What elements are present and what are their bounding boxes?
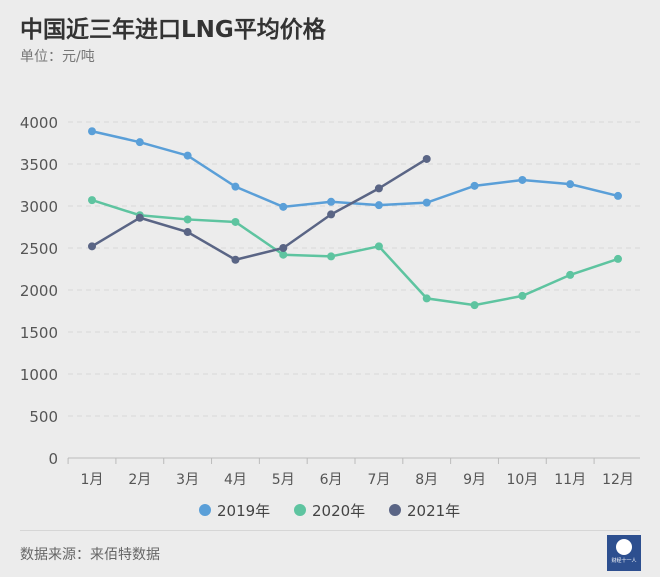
x-tick-label: 9月	[463, 472, 486, 488]
series-line-2020年	[91, 198, 619, 307]
x-tick-label: 3月	[176, 472, 199, 488]
data-point	[88, 196, 96, 205]
legend-marker	[199, 504, 211, 516]
source-note: 数据来源：来佰特数据	[20, 547, 160, 563]
data-point	[279, 244, 288, 252]
y-tick-label: 4000	[20, 114, 58, 132]
x-tick-label: 11月	[554, 472, 586, 488]
data-point	[614, 191, 622, 200]
x-tick-label: 5月	[272, 472, 295, 488]
series-line-2021年	[91, 157, 428, 262]
data-point	[422, 294, 431, 303]
data-point	[327, 210, 336, 219]
legend-label: 2021年	[407, 502, 460, 520]
data-point	[135, 213, 144, 222]
y-tick-label: 1500	[20, 324, 58, 342]
data-point	[135, 138, 144, 147]
data-point	[327, 197, 336, 206]
unit-label: 单位：元/吨	[20, 49, 95, 65]
legend-label: 2019年	[217, 502, 270, 520]
legend-marker	[294, 504, 306, 516]
data-point	[518, 175, 527, 184]
line-chart: 0 500 1000 1500 2000 2500 3000 3500 4000 1月 2月 3月 4月…	[20, 114, 640, 520]
data-point	[231, 255, 240, 264]
data-point	[566, 270, 575, 279]
data-point	[374, 184, 383, 193]
x-tick-label: 6月	[320, 472, 343, 488]
data-point	[279, 250, 288, 259]
y-tick-label: 2500	[20, 240, 58, 258]
y-tick-label: 3000	[20, 198, 58, 216]
data-point	[566, 180, 575, 189]
data-point	[279, 202, 288, 211]
data-point	[422, 198, 431, 207]
x-tick-label: 12月	[602, 472, 634, 488]
data-point	[470, 181, 479, 190]
logo: 财经十一人	[607, 535, 641, 571]
data-point	[231, 217, 240, 226]
data-point	[183, 151, 192, 160]
data-point	[88, 127, 96, 136]
y-tick-label: 0	[48, 450, 58, 468]
data-point	[470, 301, 479, 310]
data-point	[422, 154, 431, 163]
data-point	[614, 254, 622, 263]
legend-marker	[389, 504, 401, 516]
data-point	[183, 228, 192, 237]
legend-label: 2020年	[312, 502, 365, 520]
x-tick-label: 8月	[415, 472, 438, 488]
globe-icon	[616, 539, 632, 555]
data-point	[88, 242, 96, 251]
y-tick-label: 500	[29, 408, 58, 426]
y-tick-label: 2000	[20, 282, 58, 300]
data-point	[327, 252, 336, 261]
y-tick-label: 3500	[20, 156, 58, 174]
x-tick-label: 2月	[128, 472, 151, 488]
x-tick-label: 1月	[81, 472, 104, 488]
divider	[20, 530, 640, 531]
data-point	[374, 201, 383, 210]
chart-title: 中国近三年进口LNG平均价格	[20, 17, 326, 43]
data-point	[183, 215, 192, 224]
x-tick-label: 7月	[367, 472, 390, 488]
x-tick-label: 4月	[224, 472, 247, 488]
data-point	[374, 242, 383, 251]
series-line-2019年	[91, 130, 619, 209]
data-point	[518, 291, 527, 300]
data-point	[231, 182, 240, 191]
y-tick-label: 1000	[20, 366, 58, 384]
x-tick-label: 10月	[506, 472, 538, 488]
